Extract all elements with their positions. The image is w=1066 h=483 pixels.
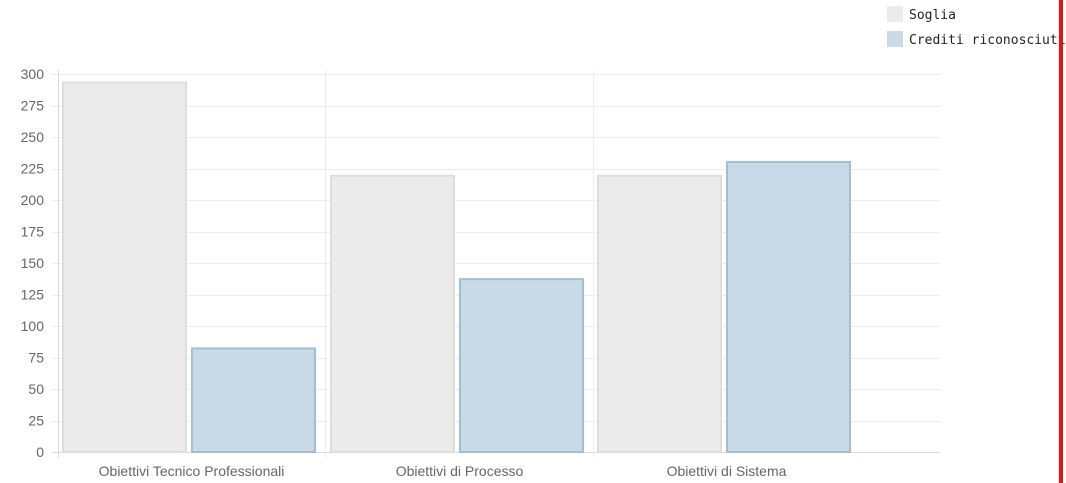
- bar-crediti-riconosciuti-2: [459, 278, 584, 453]
- y-tick-label: 75: [28, 350, 44, 366]
- y-tick-label: 275: [21, 98, 45, 114]
- x-category-label: Obiettivi Tecnico Professionali: [99, 463, 285, 479]
- axis-ticks: 0 25 50 75 100 125 150 175 200 225 250 275 300 Obiett…: [21, 66, 787, 479]
- legend-swatch-crediti-riconosciuti: [887, 31, 903, 47]
- y-tick-label: 175: [21, 224, 45, 240]
- x-category-label: Obiettivi di Processo: [396, 463, 524, 479]
- y-tick-label: 50: [28, 381, 44, 397]
- y-tick-label: 100: [21, 318, 45, 334]
- bar-soglia-1: [62, 81, 187, 453]
- right-edge-red-border: [1059, 0, 1063, 483]
- legend-swatch-soglia: [887, 6, 903, 22]
- y-tick-label: 125: [21, 287, 45, 303]
- y-tick-label: 25: [28, 413, 44, 429]
- y-tick-label: 150: [21, 255, 45, 271]
- y-tick-label: 200: [21, 192, 45, 208]
- y-tick-label: 300: [21, 66, 45, 82]
- y-tick-label: 0: [36, 444, 44, 460]
- legend: Soglia Crediti riconosciuti: [887, 6, 1066, 48]
- bars: [62, 81, 851, 454]
- bar-soglia-3: [597, 174, 722, 454]
- x-category-label: Obiettivi di Sistema: [667, 463, 787, 479]
- legend-label-crediti-riconosciuti: Crediti riconosciuti: [909, 33, 1066, 48]
- bar-crediti-riconosciuti-1: [191, 347, 316, 454]
- legend-label-soglia: Soglia: [909, 8, 956, 23]
- bar-soglia-2: [330, 174, 455, 454]
- y-tick-label: 225: [21, 161, 45, 177]
- bar-crediti-riconosciuti-3: [726, 160, 851, 453]
- y-tick-label: 250: [21, 129, 45, 145]
